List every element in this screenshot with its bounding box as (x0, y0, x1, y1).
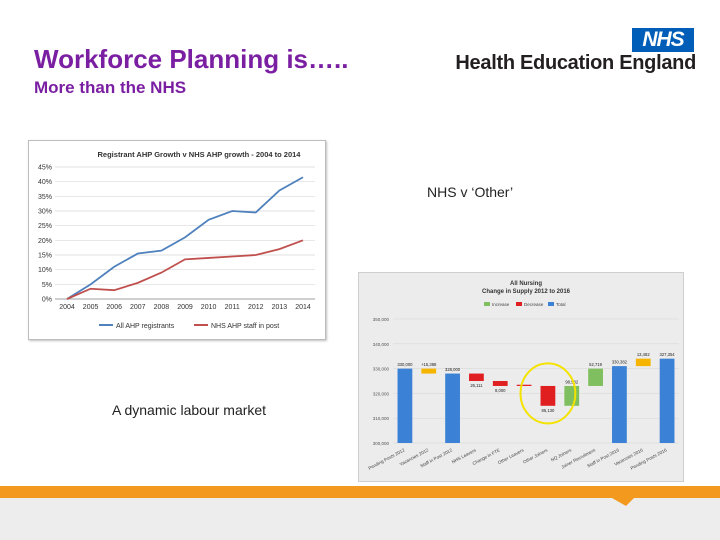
chart2-value-label: 327,354 (660, 352, 676, 357)
chart2-y-tick-label: 300,000 (373, 441, 390, 446)
chart1-x-tick-label: 2012 (248, 304, 264, 311)
chart1-x-tick-label: 2006 (106, 304, 122, 311)
chart2-bar (492, 381, 508, 386)
nhs-logo-badge: NHS (632, 28, 694, 52)
chart2-y-tick-label: 320,000 (373, 391, 390, 396)
chart1-y-tick-label: 0% (42, 297, 52, 304)
chart2-category-label: Pending Posts 2012 (367, 447, 405, 471)
slide-subtitle: More than the NHS (34, 78, 187, 97)
chart2-legend-swatch (516, 302, 522, 306)
chart2-value-label: +15,388 (421, 362, 437, 367)
chart2-title-line-2: Change in Supply 2012 to 2016 (482, 289, 571, 295)
chart1-y-tick-label: 40% (38, 179, 52, 186)
hee-logo-text: Health Education England (455, 52, 696, 74)
chart2-category-label: Other Joiners (522, 447, 549, 464)
chart1-y-tick-label: 35% (38, 194, 52, 201)
chart2-value-label: 330,000 (397, 362, 413, 367)
chart2-bar (397, 368, 413, 443)
chart2-value-label: 98,582 (565, 379, 578, 384)
chart2-legend-label: Decrease (524, 302, 544, 307)
chart1-x-tick-label: 2004 (59, 304, 75, 311)
chart2-legend-swatch (548, 302, 554, 306)
chart2-bar (469, 373, 484, 381)
chart2-bar (421, 368, 437, 374)
chart1-x-tick-label: 2005 (83, 304, 99, 311)
footer-grey-band (0, 498, 720, 540)
chart1-y-tick-label: 15% (38, 253, 52, 260)
chart2-y-tick-label: 330,000 (373, 367, 390, 372)
chart2-bar (564, 385, 580, 406)
chart2-bar (588, 368, 603, 386)
chart1-series-line-2 (66, 239, 304, 300)
chart1-y-tick-label: 30% (38, 209, 52, 216)
ahp-growth-chart: Registrant AHP Growth v NHS AHP growth -… (28, 140, 326, 340)
chart1-title: Registrant AHP Growth v NHS AHP growth -… (98, 150, 302, 159)
footer-orange-bar (0, 486, 720, 498)
chart1-y-tick-label: 25% (38, 223, 52, 230)
chart2-bar (612, 366, 627, 443)
chart2-bar (635, 358, 651, 367)
chart2-value-label: 328,000 (445, 367, 461, 372)
chart2-bar (445, 373, 460, 443)
chart2-legend-swatch (484, 302, 490, 306)
chart1-y-tick-label: 5% (42, 282, 52, 289)
chart2-value-label: 26,111 (470, 383, 483, 388)
chart2-bar (516, 384, 532, 386)
chart1-series-line-1 (66, 176, 304, 300)
chart2-title-line-1: All Nursing (510, 281, 542, 287)
chart2-bar (659, 358, 675, 443)
chart1-y-tick-label: 45% (38, 165, 52, 172)
chart2-legend-label: Total (556, 302, 566, 307)
chart2-value-label: 13,482 (637, 352, 650, 357)
footer-band (0, 486, 720, 540)
chart1-x-tick-label: 2009 (177, 304, 193, 311)
dynamic-labour-market-caption: A dynamic labour market (112, 402, 267, 418)
ahp-growth-chart-svg: Registrant AHP Growth v NHS AHP growth -… (38, 150, 315, 330)
chart2-legend-label: Increase (492, 302, 510, 307)
chart2-value-label: 52,719 (589, 362, 602, 367)
chart1-x-tick-label: 2011 (225, 304, 240, 311)
chart1-x-tick-label: 2010 (201, 304, 217, 311)
chart2-category-label: Other Leavers (497, 447, 525, 465)
nursing-supply-chart: All Nursing Change in Supply 2012 to 201… (358, 272, 684, 482)
nhs-v-other-caption: NHS v ‘Other’ (427, 184, 514, 200)
chart2-highlight-circle (519, 362, 577, 425)
slide-title: Workforce Planning is….. (34, 44, 349, 74)
chart1-y-tick-label: 10% (38, 267, 52, 274)
chart2-value-label: 85,130 (542, 408, 555, 413)
chart1-x-tick-label: 2014 (295, 304, 311, 311)
chart2-value-label: 8,000 (495, 388, 506, 393)
chart2-bar (540, 385, 556, 406)
chart2-value-label: 330,382 (612, 360, 628, 365)
chart2-y-tick-label: 340,000 (373, 342, 390, 347)
chart1-legend-label: NHS AHP staff in post (211, 323, 279, 330)
chart1-legend-label: All AHP registrants (116, 323, 175, 330)
chart2-y-tick-label: 310,000 (373, 416, 390, 421)
chart2-y-tick-label: 350,000 (373, 317, 390, 322)
nursing-supply-chart-svg: All Nursing Change in Supply 2012 to 201… (367, 281, 679, 471)
chart1-x-tick-label: 2013 (272, 304, 288, 311)
chart1-y-tick-label: 20% (38, 238, 52, 245)
footer-chevron (612, 498, 634, 506)
chart1-x-tick-label: 2008 (154, 304, 170, 311)
chart1-x-tick-label: 2007 (130, 304, 146, 311)
